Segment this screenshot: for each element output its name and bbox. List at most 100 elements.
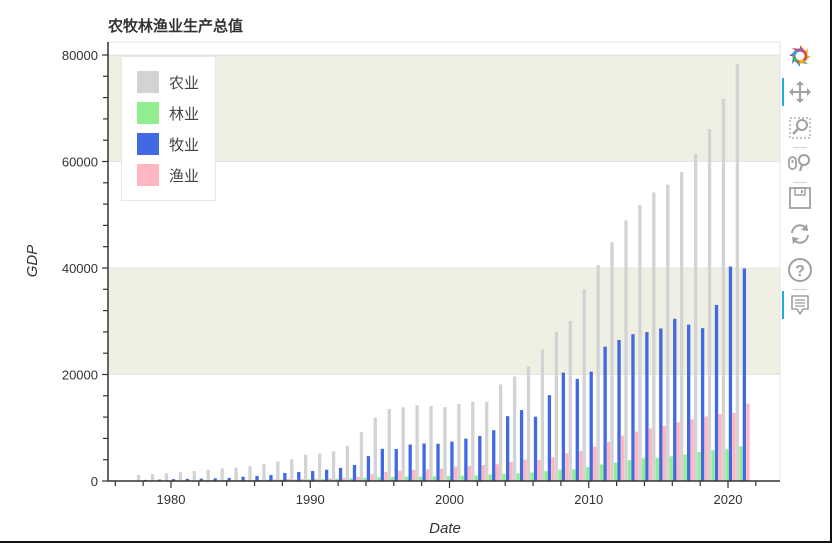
reset-tool[interactable] [782, 216, 818, 252]
bar [185, 478, 190, 481]
hover-tool[interactable] [782, 287, 818, 323]
bar [227, 477, 231, 481]
bar [443, 407, 447, 481]
x-tick-label: 2020 [714, 492, 743, 507]
bar [317, 453, 322, 481]
bar [248, 466, 252, 481]
bar [136, 475, 141, 481]
bar [321, 479, 325, 481]
bar [345, 445, 350, 481]
bar [613, 462, 618, 481]
bar [554, 331, 558, 481]
bar [739, 446, 743, 481]
bar [436, 443, 440, 481]
box-zoom-tool[interactable] [782, 110, 818, 146]
legend-label: 牧业 [169, 135, 200, 154]
legend-item-fishery[interactable]: 渔业 [137, 164, 199, 186]
bar [537, 459, 541, 481]
bar [429, 405, 433, 481]
bar [422, 443, 426, 481]
bar [349, 478, 353, 481]
bar [199, 478, 203, 481]
bar [599, 464, 604, 481]
bar [171, 479, 176, 481]
bar [478, 435, 482, 481]
bar [314, 478, 318, 481]
x-axis: 1980 1990 2000 2010 2020 [108, 480, 780, 507]
bar [352, 464, 357, 481]
hover-tooltip-icon [791, 295, 809, 315]
bar [593, 446, 597, 481]
bar [516, 473, 520, 481]
bar [290, 459, 294, 481]
bar [384, 471, 388, 481]
help-tool[interactable]: ? [782, 252, 818, 288]
wheel-zoom-icon [788, 154, 810, 172]
legend-label: 林业 [169, 104, 200, 123]
bar [474, 475, 478, 481]
bar [366, 456, 371, 481]
bar [582, 289, 586, 481]
bar [610, 242, 614, 481]
bar [561, 372, 565, 481]
bar [700, 328, 705, 481]
legend-swatch-fishery [137, 164, 159, 186]
save-tool[interactable] [782, 180, 818, 216]
bar [533, 416, 538, 481]
legend-swatch-agriculture [137, 71, 159, 93]
bar [304, 454, 308, 481]
bar [356, 476, 360, 481]
y-tick-label: 60000 [62, 155, 98, 170]
bar [415, 405, 419, 481]
bokeh-logo-icon [789, 45, 811, 67]
bar [506, 416, 510, 481]
bar [502, 473, 506, 481]
bar [575, 378, 579, 481]
bar [293, 479, 297, 481]
bar [714, 304, 719, 481]
bar [338, 467, 343, 481]
bar [398, 470, 402, 481]
bar [634, 431, 639, 481]
toolbar-separator [793, 182, 807, 183]
bar [460, 475, 465, 481]
bar [603, 346, 607, 481]
pan-tool[interactable] [782, 74, 818, 110]
bar [467, 466, 472, 481]
bar [530, 472, 534, 481]
bar [652, 192, 656, 481]
bar [418, 476, 423, 481]
wheel-zoom-tool[interactable] [782, 145, 818, 181]
legend-item-animal-husbandry[interactable]: 牧业 [137, 133, 199, 155]
save-icon [789, 187, 811, 209]
bar [342, 477, 346, 481]
bar [544, 471, 548, 481]
bar [457, 404, 461, 481]
x-tick-label: 2010 [574, 492, 603, 507]
bar [718, 414, 722, 481]
bar [551, 457, 555, 481]
bar [220, 468, 224, 481]
bar [572, 469, 576, 481]
bar [728, 266, 733, 481]
y-tick-label: 20000 [62, 368, 98, 383]
bar [453, 466, 458, 481]
bar [391, 476, 395, 481]
bar [547, 395, 552, 481]
x-tick-label: 1980 [157, 492, 186, 507]
toolbar-separator [793, 147, 807, 148]
bar [405, 476, 409, 481]
bar [523, 459, 527, 481]
bar [206, 469, 210, 481]
bar [481, 465, 485, 481]
bokeh-logo[interactable] [782, 38, 818, 74]
legend-item-agriculture[interactable]: 农业 [137, 71, 199, 93]
legend-item-forestry[interactable]: 林业 [137, 102, 199, 124]
bar [676, 422, 680, 481]
y-tick-label: 40000 [62, 261, 98, 276]
bar [627, 460, 632, 481]
bar [286, 478, 290, 481]
bar [606, 441, 611, 481]
